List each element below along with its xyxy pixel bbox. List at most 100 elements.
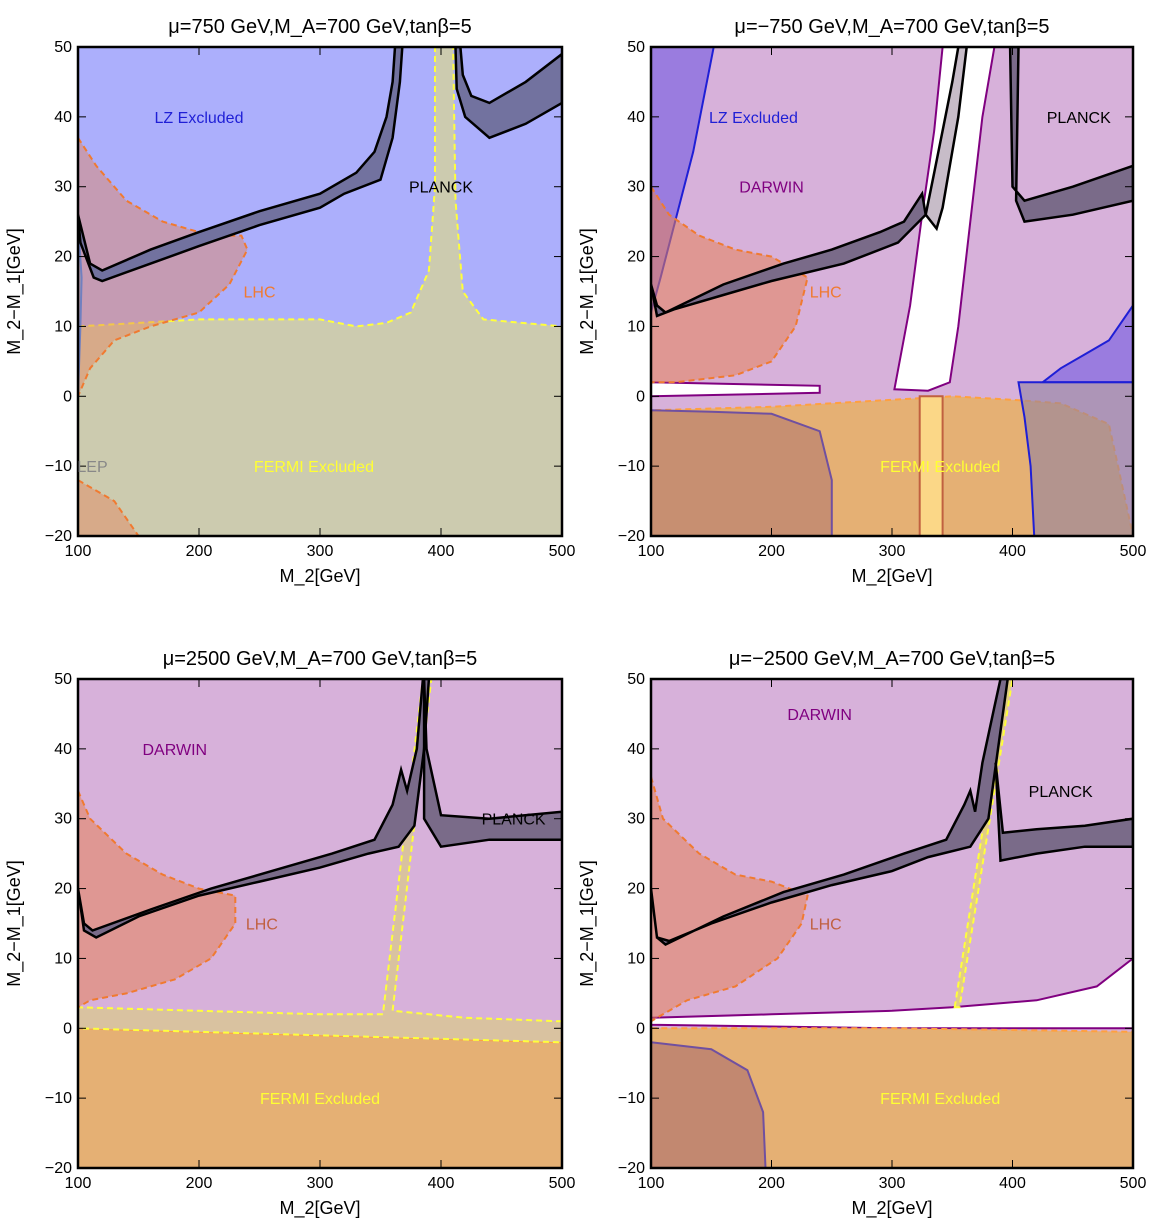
region-lz-excluded [1017,381,1133,536]
y-tick-label: 20 [54,249,72,266]
region-planck [454,47,562,140]
plot-area [651,679,1133,1168]
x-tick-label: 500 [549,543,576,560]
y-tick-label: 40 [627,741,645,758]
y-axis-label: M_2−M_1[GeV] [577,860,598,987]
chart-panel-2: 100 200 300 400 500 −20 −10 0 10 20 30 40 50 μ=−750 G… [577,16,1146,587]
y-tick-label: −20 [618,528,645,545]
region-label: LZ Excluded [155,110,244,127]
region-label: FERMI Excluded [880,459,1000,476]
region-planck [994,762,1133,863]
region-planck [651,679,1009,946]
y-tick-label: 50 [627,671,645,688]
x-tick-label: 300 [307,543,334,560]
y-tick-label: −10 [618,458,645,475]
region-label: DARWIN [143,742,208,759]
x-tick-label: 400 [428,543,455,560]
plot-area [651,47,1133,536]
y-tick-label: 20 [627,881,645,898]
y-tick-label: −10 [45,458,72,475]
region-lz-excluded [1039,303,1133,384]
plot-area [78,47,562,536]
y-tick-label: 10 [627,318,645,335]
y-tick-label: 40 [54,741,72,758]
region-fermi-excluded [78,679,562,1044]
y-tick-label: 0 [636,388,645,405]
region-label: LHC [246,917,278,934]
y-tick-label: 10 [54,950,72,967]
region-label: LHC [243,285,275,302]
x-tick-label: 300 [307,1175,334,1192]
x-tick-label: 100 [638,1175,665,1192]
region-lhc [651,776,809,1023]
region-label: DARWIN [787,707,852,724]
x-axis-label: M_2[GeV] [851,566,932,587]
y-axis-label: M_2−M_1[GeV] [577,228,598,355]
region-lhc [651,1041,767,1168]
region-lhc [651,409,833,536]
region-planck [1008,47,1133,223]
y-tick-label: 40 [627,109,645,126]
x-tick-label: 200 [186,1175,213,1192]
region-label: FERMI Excluded [880,1091,1000,1108]
y-tick-label: 0 [63,388,72,405]
region-window [651,957,1133,1030]
x-tick-label: 500 [549,1175,576,1192]
y-tick-label: 30 [54,179,72,196]
x-tick-label: 300 [879,543,906,560]
chart-panel-1: 100 200 300 400 500 −20 −10 0 10 20 30 40 50 μ=750 Ge… [4,16,575,587]
region-lhc [78,478,140,536]
y-axis-label: M_2−M_1[GeV] [4,860,25,987]
region-planck [651,190,928,318]
x-axis-label: M_2[GeV] [279,566,360,587]
y-tick-label: 10 [54,318,72,335]
x-tick-label: 400 [999,543,1026,560]
y-tick-label: −10 [45,1090,72,1107]
y-tick-label: −20 [618,1160,645,1177]
y-tick-label: 0 [636,1020,645,1037]
x-tick-label: 500 [1120,543,1147,560]
panel-title: μ=2500 GeV,M_A=700 GeV,tanβ=5 [163,648,478,670]
x-tick-label: 300 [879,1175,906,1192]
y-tick-label: 30 [54,811,72,828]
panel-title: μ=−2500 GeV,M_A=700 GeV,tanβ=5 [729,648,1055,670]
region-label: FERMI Excluded [260,1091,380,1108]
y-axis-label: M_2−M_1[GeV] [4,228,25,355]
region-window [651,381,821,398]
y-tick-label: 50 [54,39,72,56]
region-label: PLANCK [1029,784,1093,801]
region-fermi-excluded [78,47,562,536]
x-tick-label: 100 [65,543,92,560]
region-label: PLANCK [482,812,546,829]
plot-area [78,679,562,1168]
y-tick-label: −10 [618,1090,645,1107]
y-tick-label: 50 [54,671,72,688]
region-label: DARWIN [739,180,804,197]
y-tick-label: 40 [54,109,72,126]
region-planck [422,679,562,849]
y-tick-label: 30 [627,179,645,196]
region-label: LHC [810,285,842,302]
region-label: PLANCK [1047,110,1111,127]
region-label: LEP [77,459,107,476]
region-label: FERMI Excluded [254,459,374,476]
region-planck [924,47,968,232]
region-fermi-excluded [918,395,944,536]
y-tick-label: −20 [45,1160,72,1177]
chart-panel-4: 100 200 300 400 500 −20 −10 0 10 20 30 40 50 μ=−2500 … [577,648,1146,1219]
x-tick-label: 500 [1120,1175,1147,1192]
y-tick-label: 20 [54,881,72,898]
x-tick-label: 200 [758,1175,785,1192]
region-fermi-excluded [651,1027,1133,1168]
x-tick-label: 100 [65,1175,92,1192]
region-label: LHC [810,917,842,934]
region-planck [78,47,404,283]
y-tick-label: 10 [627,950,645,967]
y-tick-label: 20 [627,249,645,266]
panel-title: μ=750 GeV,M_A=700 GeV,tanβ=5 [168,16,471,38]
y-tick-label: −20 [45,528,72,545]
region-lhc [78,135,249,397]
region-window [893,47,996,392]
x-axis-label: M_2[GeV] [279,1198,360,1219]
